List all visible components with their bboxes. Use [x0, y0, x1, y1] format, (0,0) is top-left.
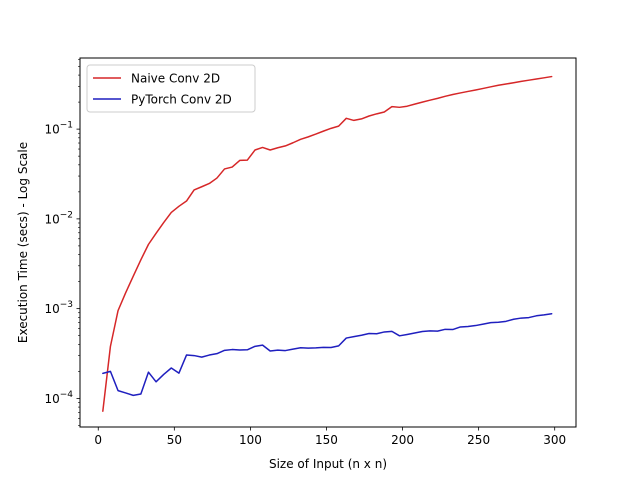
- series-line-2: [102, 312, 553, 397]
- y-axis: 10−4 10−3 10−2 10−1: [44, 58, 80, 426]
- y-tick-label: 10−1: [44, 121, 73, 137]
- x-tick-label: 100: [239, 433, 262, 447]
- legend-label-1: Naive Conv 2D: [131, 72, 220, 86]
- legend-label-2: PyTorch Conv 2D: [131, 93, 232, 107]
- y-tick-label: 10−2: [44, 210, 73, 226]
- y-tick-label: 10−4: [44, 390, 73, 406]
- x-axis: 0 50 100 150 200 250 300: [94, 427, 566, 447]
- x-tick-label: 300: [543, 433, 566, 447]
- x-axis-label: Size of Input (n x n): [269, 457, 387, 471]
- legend-frame: [86, 64, 256, 113]
- legend: Naive Conv 2D PyTorch Conv 2D: [86, 64, 256, 113]
- plot-area-frame: [79, 57, 577, 428]
- y-axis-label: Execution Time (secs) - Log Scale: [16, 142, 30, 343]
- x-tick-label: 150: [315, 433, 338, 447]
- series-line-1: [102, 75, 553, 412]
- x-tick-label: 200: [391, 433, 414, 447]
- series-layer: [102, 75, 553, 412]
- x-tick-label: 50: [167, 433, 182, 447]
- x-tick-label: 0: [94, 433, 102, 447]
- x-tick-label: 250: [467, 433, 490, 447]
- y-tick-label: 10−3: [44, 300, 73, 316]
